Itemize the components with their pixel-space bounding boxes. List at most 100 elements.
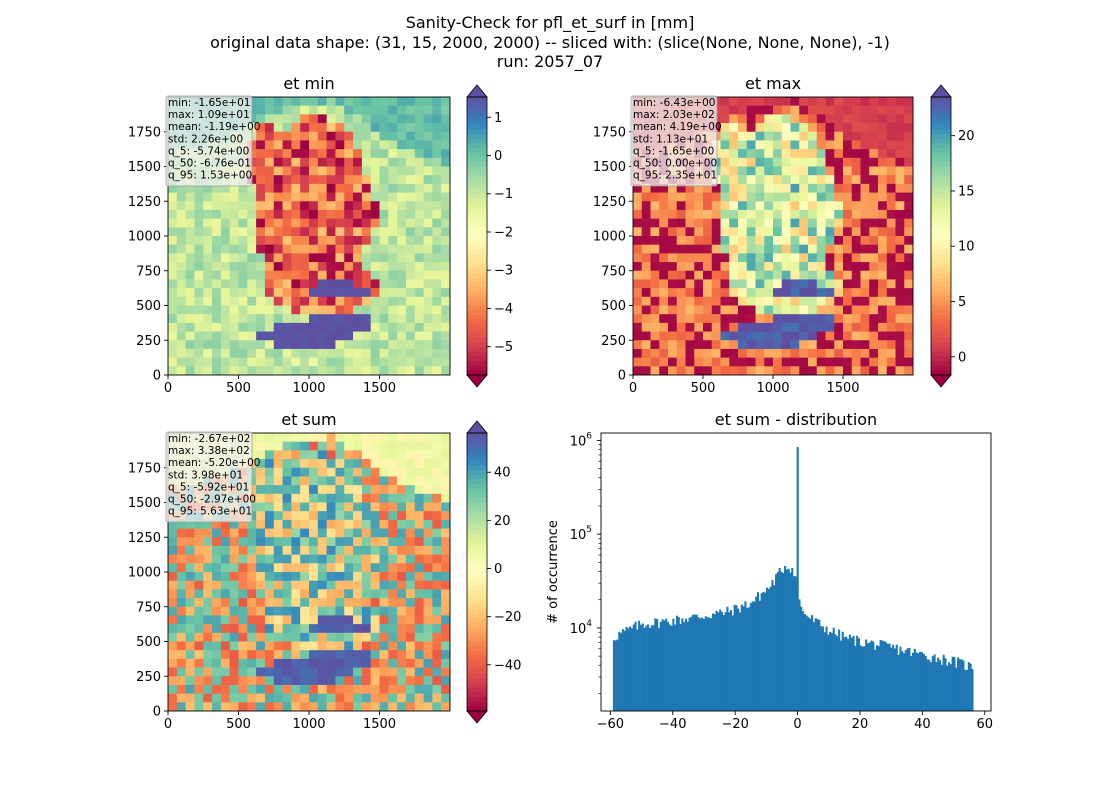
heatmap-cell — [256, 131, 266, 142]
heatmap-cell — [711, 314, 722, 324]
heatmap-cell — [264, 537, 275, 547]
heatmap-cell — [904, 314, 913, 324]
heatmap-cell — [282, 288, 292, 298]
heatmap-cell — [344, 123, 354, 133]
heatmap-cell — [432, 209, 442, 220]
axes-frame — [600, 432, 992, 712]
heatmap-cell — [808, 322, 818, 333]
x-tick-label: 0 — [164, 717, 172, 732]
heatmap-cell — [685, 296, 695, 307]
heatmap-cell — [878, 236, 888, 246]
heatmap-cell — [808, 262, 818, 272]
heatmap-cell — [755, 331, 765, 341]
heatmap-cell — [423, 140, 433, 150]
colorbar-segment — [931, 328, 951, 334]
heatmap-cell — [388, 183, 398, 194]
colorbar-segment — [467, 305, 487, 311]
heatmap-cell — [388, 554, 398, 564]
heatmap-cell — [361, 563, 372, 573]
heatmap-cell — [300, 693, 310, 703]
heatmap-cell — [423, 348, 433, 359]
heatmap-cell — [414, 702, 425, 711]
heatmap-cell — [194, 218, 204, 228]
heatmap-cell — [317, 519, 328, 530]
colorbar-segment — [467, 342, 487, 348]
heatmap-cell — [300, 192, 310, 202]
heatmap-cell — [273, 262, 284, 272]
heatmap-cell — [229, 348, 240, 359]
heatmap-cell — [291, 270, 301, 281]
heatmap-cell — [176, 598, 187, 608]
heatmap-cell — [432, 123, 442, 133]
colorbar-segment — [467, 157, 487, 163]
heatmap-cell — [641, 331, 652, 341]
heatmap-cell — [370, 606, 381, 617]
heatmap-cell — [432, 183, 442, 194]
heatmap-cell — [405, 485, 416, 495]
heatmap-cell — [203, 305, 213, 315]
heatmap-cell — [203, 227, 213, 237]
heatmap-cell — [790, 218, 800, 228]
heatmap-cell — [720, 322, 730, 333]
heatmap-cell — [168, 262, 178, 272]
heatmap-cell — [238, 357, 248, 367]
heatmap-cell — [799, 175, 809, 185]
heatmap-cell — [738, 209, 748, 220]
heatmap-cell — [273, 511, 284, 521]
heatmap-cell — [335, 253, 345, 263]
heatmap-cell — [370, 632, 381, 643]
heatmap-cell — [317, 244, 328, 254]
heatmap-cell — [185, 192, 196, 202]
heatmap-cell — [247, 563, 257, 573]
heatmap-cell — [825, 357, 835, 367]
heatmap-cell — [220, 314, 231, 324]
heatmap-cell — [309, 123, 319, 133]
colorbar-segment — [931, 245, 951, 251]
heatmap-cell — [650, 348, 660, 359]
heatmap-cell — [353, 314, 363, 324]
heatmap-cell — [264, 322, 275, 333]
heatmap-cell — [397, 236, 407, 246]
heatmap-cell — [423, 201, 433, 211]
heatmap-cell — [309, 537, 319, 547]
heatmap-cell — [432, 357, 442, 367]
colorbar-segment — [467, 488, 487, 494]
heatmap-cell — [843, 296, 853, 307]
heatmap-cell — [703, 262, 713, 272]
heatmap-cell — [720, 183, 730, 194]
heatmap-cell — [168, 366, 178, 375]
heatmap-cell — [423, 105, 433, 115]
heatmap-cell — [904, 305, 913, 315]
histogram-bar — [747, 607, 751, 711]
heatmap-cell — [668, 183, 678, 194]
heatmap-cell — [886, 149, 897, 159]
heatmap-cell — [816, 227, 827, 237]
histogram-bar — [820, 626, 823, 711]
heatmap-cell — [414, 262, 425, 272]
heatmap-cell — [194, 580, 204, 590]
heatmap-cell — [755, 288, 765, 298]
heatmap-cell — [203, 702, 213, 711]
heatmap-cell — [194, 296, 204, 307]
heatmap-cell — [238, 366, 248, 375]
heatmap-cell — [282, 606, 292, 617]
heatmap-cell — [397, 528, 407, 538]
heatmap-cell — [729, 357, 739, 367]
heatmap-cell — [256, 183, 266, 194]
heatmap-cell — [291, 305, 301, 315]
heatmap-cell — [317, 589, 328, 599]
heatmap-cell — [309, 528, 319, 538]
heatmap-cell — [441, 554, 450, 564]
heatmap-cell — [370, 314, 381, 324]
heatmap-cell — [194, 314, 204, 324]
heatmap-cell — [317, 606, 328, 617]
heatmap-cell — [659, 236, 669, 246]
heatmap-cell — [273, 589, 284, 599]
heatmap-cell — [256, 366, 266, 375]
heatmap-cell — [799, 114, 809, 124]
heatmap-cell — [353, 166, 363, 176]
heatmap-cell — [414, 123, 425, 133]
heatmap-cell — [282, 183, 292, 194]
heatmap-cell — [405, 114, 416, 124]
heatmap-cell — [317, 366, 328, 375]
